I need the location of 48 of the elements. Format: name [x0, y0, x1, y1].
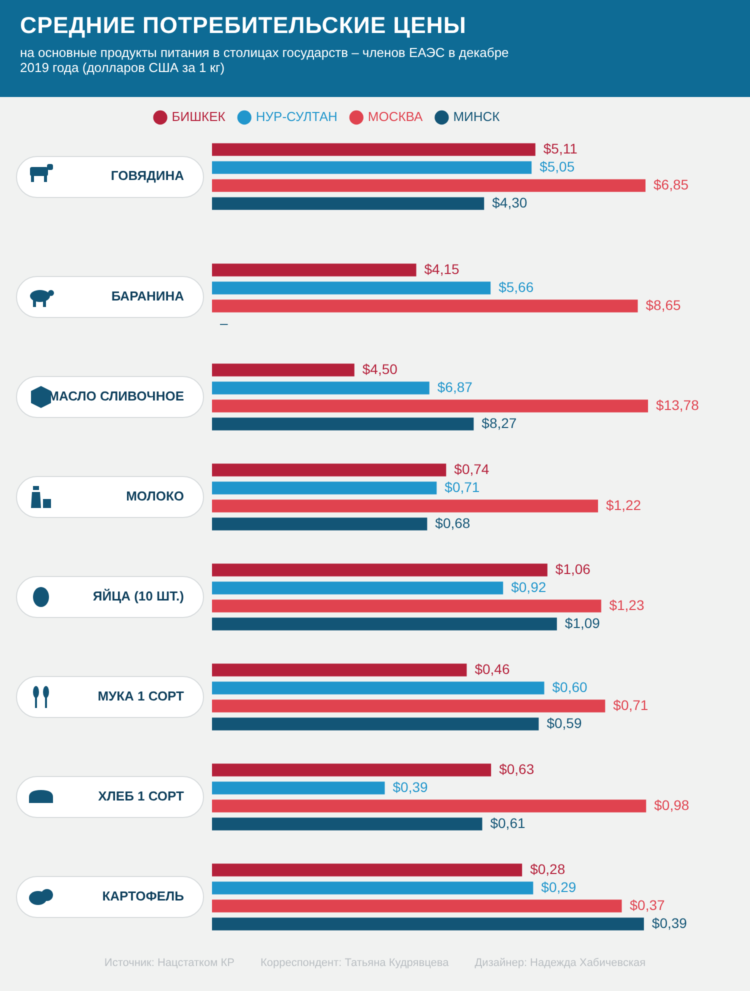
data-label: $6,87 [437, 378, 473, 395]
legend-label: НУР-СУЛТАН [256, 109, 338, 124]
text: – [220, 314, 228, 331]
data-label: $1,06 [555, 560, 591, 577]
y-tick-label: КАРТОФЕЛЬ [102, 888, 184, 904]
data-label: $0,39 [652, 914, 688, 931]
chart-title: СРЕДНИЕ ПОТРЕБИТЕЛЬСКИЕ ЦЕНЫ [20, 12, 468, 39]
data-label: $0,98 [654, 796, 690, 813]
data-label: $1,09 [564, 614, 600, 631]
data-label: $0,92 [511, 578, 546, 595]
data-label: $4,30 [492, 194, 528, 210]
text: Корреспондент: Татьяна Кудрявцева [260, 957, 449, 969]
data-label: $8,27 [482, 414, 517, 431]
data-label: $5,11 [543, 140, 578, 156]
data-label: $0,71 [444, 478, 480, 495]
data-label: $0,61 [490, 814, 526, 831]
y-tick-label: ГОВЯДИНА [110, 168, 185, 184]
data-label: $1,23 [609, 596, 644, 613]
data-label: $8,65 [646, 296, 682, 313]
text: Дизайнер: Надежда Хабичевская [474, 957, 646, 969]
y-tick-label: ХЛЕБ 1 СОРТ [98, 788, 184, 804]
data-label: $0,71 [613, 696, 648, 713]
legend-label: МОСКВА [368, 109, 424, 124]
y-tick-label: БАРАНИНА [111, 288, 185, 304]
data-label: $1,22 [606, 496, 642, 513]
data-label: $0,39 [392, 778, 428, 795]
legend-label: БИШКЕК [172, 109, 226, 124]
data-label: $0,68 [435, 514, 470, 531]
y-tick-label: МУКА 1 СОРТ [98, 688, 184, 704]
data-label: $0,29 [541, 878, 576, 895]
legend-label: МИНСК [453, 109, 500, 124]
data-label: $0,63 [499, 760, 534, 777]
y-tick-label: МОЛОКО [126, 488, 184, 504]
data-label: $0,28 [530, 860, 566, 877]
text: Источник: Нацстатком КР [104, 957, 234, 969]
data-label: $6,85 [654, 176, 689, 192]
data-label: $0,74 [454, 460, 490, 477]
data-label: $0,60 [552, 678, 588, 695]
data-label: $0,37 [630, 896, 666, 913]
data-label: $13,78 [656, 396, 700, 413]
data-label: $5,05 [540, 158, 575, 174]
data-label: $4,15 [424, 260, 460, 277]
data-label: $0,46 [474, 660, 510, 677]
chart-subtitle: на основные продукты питания в столицах государств – членов ЕАЭС в декабре 2019 года (долларов США за 1 кг) [20, 45, 510, 75]
data-label: $4,50 [362, 360, 398, 377]
data-label: $0,59 [546, 714, 582, 731]
y-tick-label: ЯЙЦА (10 ШТ.) [92, 588, 184, 604]
data-label: $5,66 [498, 278, 534, 295]
